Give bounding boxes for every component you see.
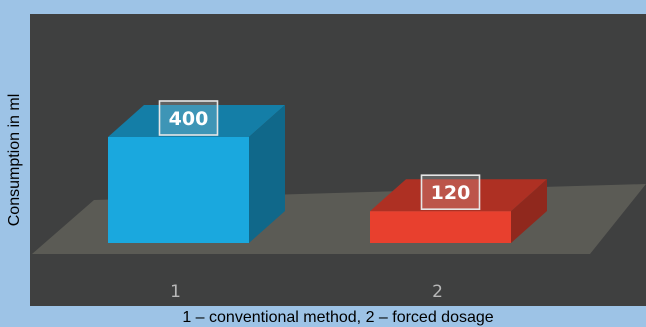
bar-top-1 <box>108 105 285 137</box>
bar-2 <box>370 211 511 243</box>
data-label-2: 120 <box>431 182 471 204</box>
plot-area: 400 1 120 2 <box>30 14 646 306</box>
data-label-1: 400 <box>169 108 209 130</box>
bar-side-1 <box>249 105 285 243</box>
y-axis-label: Consumption in ml <box>6 93 23 227</box>
x-tick-label-2: 2 <box>432 282 443 302</box>
bar-top-2 <box>370 179 547 212</box>
y-axis-label-container: Consumption in ml <box>0 14 30 306</box>
x-tick-label-1: 1 <box>170 282 181 302</box>
bar-chart-3d: 400 1 120 2 <box>30 14 646 306</box>
bar-side-2 <box>511 179 547 243</box>
bar-1 <box>108 137 249 243</box>
data-label-box-2 <box>420 174 481 210</box>
data-label-box-1 <box>158 100 219 136</box>
x-axis-caption: 1 – conventional method, 2 – forced dosa… <box>182 309 494 326</box>
